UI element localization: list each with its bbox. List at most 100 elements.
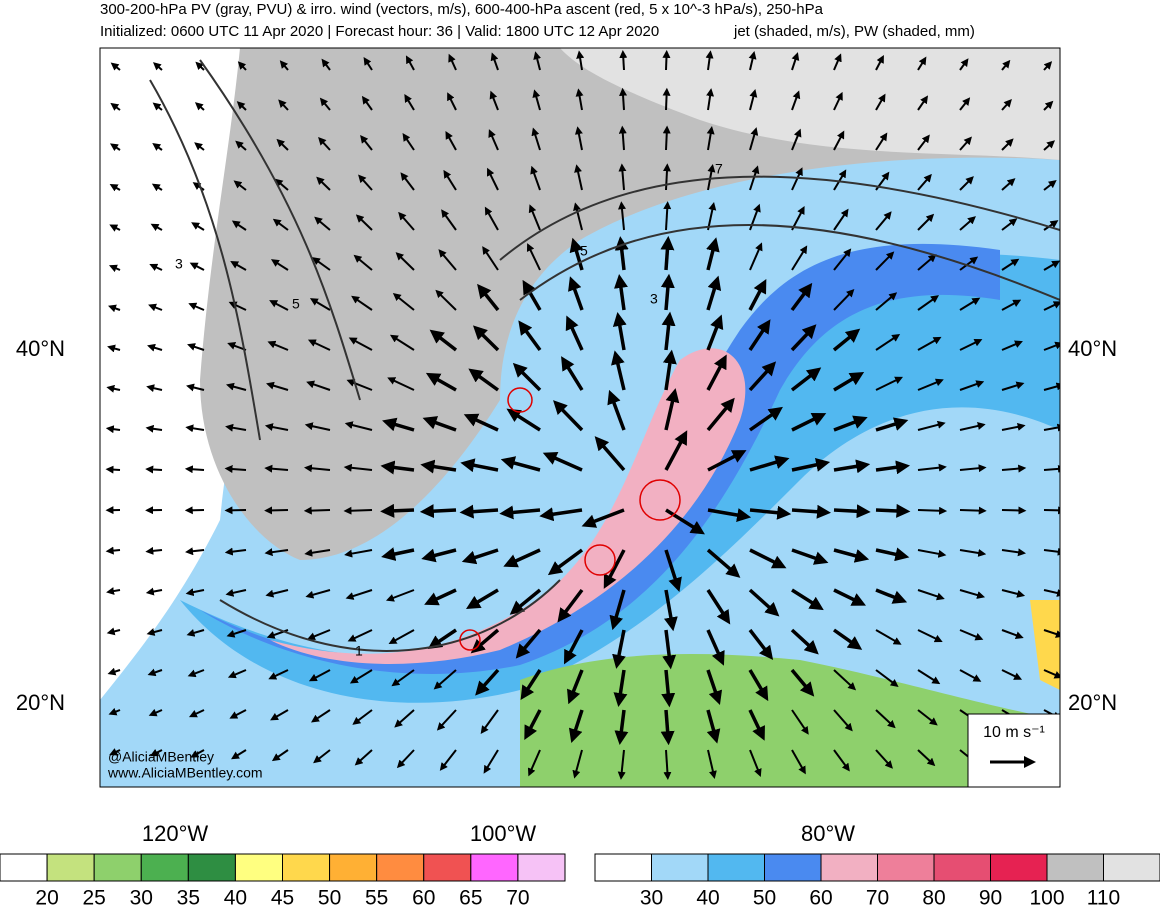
colorbar-box <box>46 853 95 882</box>
colorbar-box <box>282 853 331 882</box>
wind-vector <box>149 263 163 272</box>
colorbar-label: 100 <box>1029 887 1064 910</box>
wind-vector <box>405 55 415 71</box>
wind-vector <box>1043 100 1054 111</box>
wind-vector <box>185 547 205 556</box>
wind-vector <box>343 463 373 472</box>
wind-vector <box>833 371 865 392</box>
wind-vector <box>109 224 121 232</box>
colorbar-label: 50 <box>753 887 776 910</box>
pw-yellow <box>1030 600 1060 690</box>
wind-vector <box>706 126 715 151</box>
colorbar-box <box>933 853 991 882</box>
wind-vector <box>706 314 724 351</box>
credit: www.AliciaMBentley.com <box>107 765 263 781</box>
wind-vector <box>660 273 675 311</box>
wind-vector <box>361 95 373 111</box>
wind-vector <box>147 343 163 352</box>
wind-vector <box>108 707 121 716</box>
wind-vector <box>1001 506 1027 515</box>
wind-vector <box>392 292 415 311</box>
wind-vector <box>553 400 584 432</box>
wind-vector <box>304 548 331 557</box>
wind-vector <box>151 183 163 192</box>
wind-vector <box>748 669 769 702</box>
map-area: 7 5 3 5 3 1 @AliciaMBentley www.AliciaMB… <box>100 48 1060 787</box>
wind-vector <box>619 49 628 71</box>
wind-vector <box>400 172 415 191</box>
wind-vector <box>833 459 871 474</box>
wind-vector <box>563 629 584 665</box>
wind-vector <box>460 458 499 473</box>
map-frame <box>99 47 1061 788</box>
wind-vector <box>512 362 542 392</box>
wind-vector <box>707 450 747 472</box>
wind-vector <box>959 589 986 599</box>
wind-vector <box>389 334 415 351</box>
wind-vector <box>705 50 714 71</box>
wind-vector <box>105 546 121 555</box>
wind-vector <box>706 548 741 578</box>
wind-vector <box>707 749 717 779</box>
wind-vector <box>145 424 163 433</box>
wind-vector <box>660 709 675 746</box>
colorbar-label: 40 <box>696 887 719 910</box>
wind-vector <box>447 92 457 111</box>
wind-vector <box>791 128 802 151</box>
wind-vector <box>1001 381 1025 391</box>
wind-vector <box>790 668 815 697</box>
wind-vector <box>105 465 121 474</box>
wind-vector <box>706 709 721 744</box>
wind-vector <box>748 51 757 71</box>
colorbar-label: 70 <box>866 887 889 910</box>
contour-label: 3 <box>650 291 658 307</box>
wind-vector <box>1001 422 1026 431</box>
wind-vector <box>875 211 892 231</box>
wind-vector <box>435 289 457 311</box>
wind-vector <box>106 587 121 595</box>
wind-vector <box>237 61 247 71</box>
wind-vector <box>225 588 247 597</box>
wind-vector <box>488 129 499 151</box>
wind-vector <box>748 709 765 741</box>
lon-label: 100°W <box>470 821 537 846</box>
colorbar-box <box>1103 853 1160 882</box>
wind-vector <box>420 459 457 474</box>
wind-vector <box>189 262 205 271</box>
wind-vector <box>791 548 829 565</box>
wind-vector <box>875 292 898 311</box>
title-line-2b: jet (shaded, m/s), PW (shaded, mm) <box>733 23 975 40</box>
wind-vector <box>748 628 774 661</box>
wind-vector <box>959 380 985 391</box>
wind-vector <box>959 297 981 311</box>
colorbar-box <box>707 853 765 882</box>
wind-vector <box>791 167 803 191</box>
wind-vector <box>506 408 541 432</box>
wind-vector <box>707 508 752 522</box>
lat-label: 40°N <box>16 336 65 361</box>
wind-vector <box>303 464 331 473</box>
wind-vector <box>314 216 331 231</box>
wind-vector <box>1001 299 1022 311</box>
wind-vector <box>1043 61 1053 71</box>
wind-vector <box>109 143 121 152</box>
wind-vector <box>482 246 499 271</box>
wind-vector <box>1043 423 1060 432</box>
wind-vector <box>833 91 843 111</box>
wind-vector <box>224 547 247 556</box>
wind-vector <box>194 102 205 111</box>
wind-vector <box>429 329 458 352</box>
wind-vector <box>520 669 542 701</box>
wind-vector <box>188 709 205 718</box>
wind-vector <box>351 295 373 311</box>
wind-vector <box>959 422 986 431</box>
wind-vector <box>706 354 727 391</box>
wind-vector <box>664 430 688 471</box>
wind-vector <box>917 254 937 271</box>
wind-vector <box>791 90 801 111</box>
lat-label: 40°N <box>1068 336 1117 361</box>
wind-vector <box>706 88 715 111</box>
wind-vector <box>791 245 808 271</box>
wind-vector <box>146 628 163 636</box>
